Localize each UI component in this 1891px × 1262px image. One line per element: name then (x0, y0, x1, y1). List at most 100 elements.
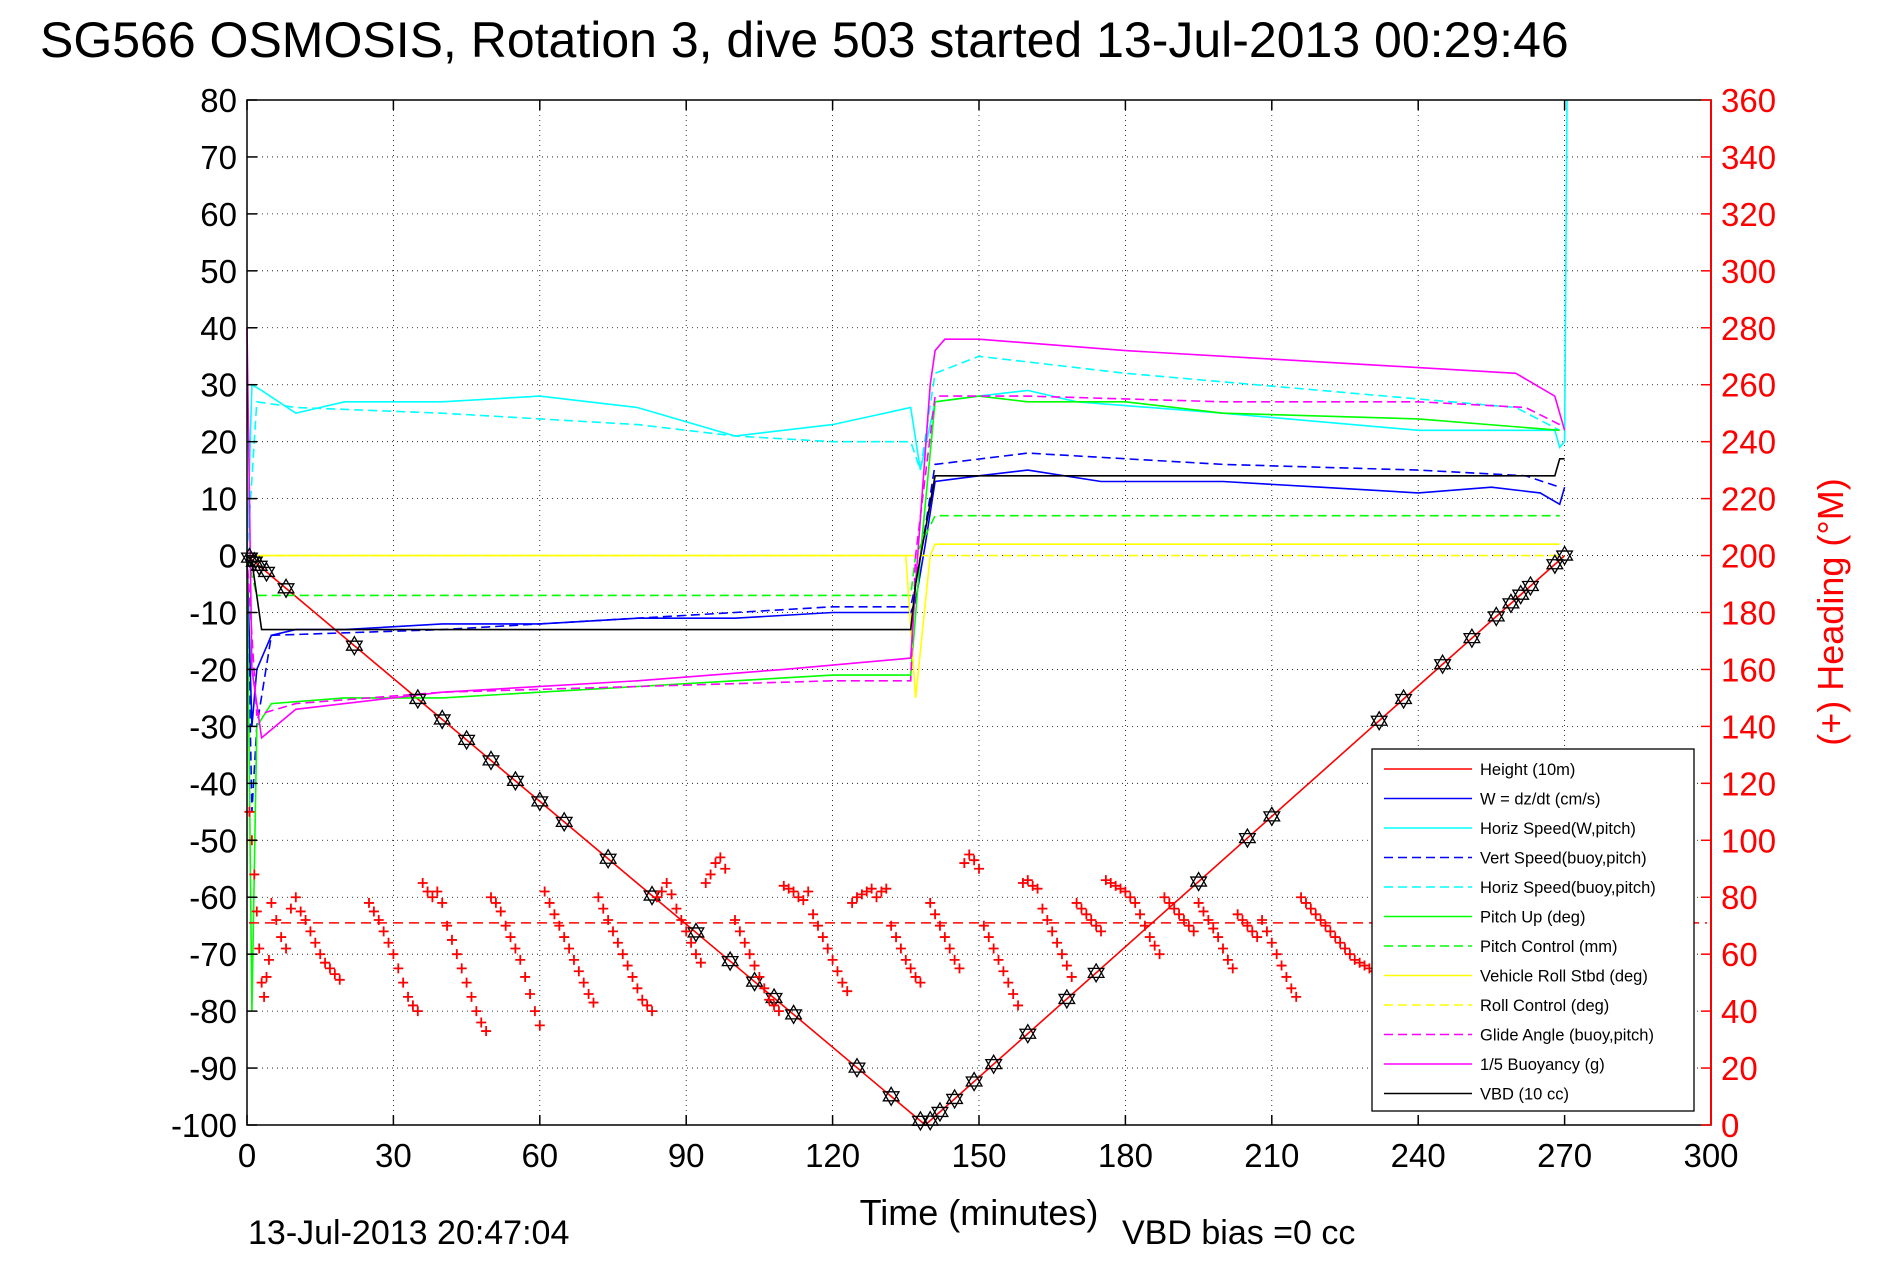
heading-point (837, 977, 848, 988)
series-line (246, 327, 1566, 740)
heading-point (739, 937, 750, 948)
heading-point (259, 991, 270, 1002)
heading-point (249, 869, 260, 880)
heading-point (998, 966, 1009, 977)
y-tick-label: 0 (219, 538, 237, 575)
heading-point (388, 949, 399, 960)
heading-point (598, 903, 609, 914)
heading-point (456, 963, 467, 974)
heading-point (656, 886, 667, 897)
heading-point (276, 932, 287, 943)
y-tick-label: -70 (189, 936, 237, 973)
heading-point (1193, 897, 1204, 908)
heading-point (1120, 886, 1131, 897)
legend-label: Horiz Speed(W,pitch) (1480, 820, 1636, 838)
heading-point (578, 977, 589, 988)
heading-point (812, 920, 823, 931)
heading-point (676, 915, 687, 925)
heading-point (573, 966, 584, 977)
heading-point (378, 926, 389, 937)
heading-point (510, 943, 521, 954)
y-tick-label: 20 (200, 424, 237, 461)
heading-point (1257, 915, 1268, 925)
height-marker (277, 578, 295, 599)
y-tick-label: -90 (189, 1050, 237, 1087)
heading-point (1076, 903, 1087, 914)
y2-tick-label: 340 (1721, 139, 1776, 176)
heading-point (808, 909, 819, 920)
heading-point (310, 937, 321, 948)
height-marker (1501, 593, 1520, 614)
heading-point (627, 971, 638, 982)
heading-point (1344, 949, 1355, 960)
footer-vbd-bias: VBD bias =0 cc (1122, 1214, 1355, 1252)
heading-point (476, 1017, 487, 1028)
y2-tick-label: 260 (1721, 367, 1776, 404)
heading-point (1091, 920, 1102, 931)
y2-tick-label: 200 (1721, 538, 1776, 575)
heading-point (1052, 937, 1063, 948)
x-tick-label: 210 (1244, 1137, 1299, 1174)
heading-point (1071, 897, 1082, 908)
y2-tick-label: 280 (1721, 310, 1776, 347)
heading-point (954, 963, 965, 974)
height-marker (1370, 710, 1389, 732)
heading-point (1188, 926, 1199, 937)
heading-point (281, 943, 292, 954)
y-tick-label: -40 (189, 765, 237, 802)
heading-point (817, 932, 828, 943)
heading-point (925, 897, 936, 908)
heading-point (642, 1000, 653, 1011)
heading-point (974, 863, 984, 874)
heading-point (1081, 909, 1092, 920)
y-tick-label: -50 (189, 822, 237, 859)
series-line (246, 99, 1568, 556)
y2-tick-label: 320 (1721, 196, 1776, 233)
height-marker (784, 1004, 803, 1025)
height-marker (1189, 871, 1208, 892)
heading-point (773, 1006, 784, 1017)
y-tick-label: 10 (200, 481, 237, 518)
heading-point (1037, 903, 1048, 914)
y-tick-label: -100 (171, 1107, 237, 1144)
heading-point (417, 877, 428, 888)
heading-point (1066, 971, 1077, 982)
heading-point (959, 858, 970, 869)
heading-point (832, 966, 843, 977)
heading-point (393, 963, 404, 974)
heading-point (290, 892, 301, 903)
heading-point (720, 863, 731, 874)
y-tick-label: 40 (200, 310, 237, 347)
heading-point (564, 943, 575, 954)
heading-point (588, 997, 599, 1008)
x-tick-label: 240 (1391, 1137, 1446, 1174)
heading-point (603, 915, 614, 925)
heading-point (651, 892, 662, 903)
y2-axis-label: (+) Heading (°M) (1810, 478, 1851, 745)
heading-point (403, 991, 414, 1002)
heading-point (593, 892, 604, 903)
heading-point (461, 977, 472, 988)
y-tick-label: -10 (189, 595, 237, 632)
heading-point (1252, 932, 1263, 943)
heading-point (681, 926, 692, 937)
heading-point (647, 1006, 658, 1017)
height-marker (482, 750, 500, 771)
heading-point (886, 920, 897, 931)
heading-point (559, 932, 570, 943)
y-tick-label: 60 (200, 196, 237, 233)
heading-point (442, 920, 453, 931)
heading-point (1174, 909, 1185, 920)
legend-label: Height (10m) (1480, 761, 1575, 779)
heading-point (515, 954, 526, 965)
heading-point (1047, 926, 1058, 937)
height-marker (965, 1071, 984, 1092)
heading-point (1164, 897, 1175, 908)
heading-point (1183, 920, 1194, 931)
heading-point (266, 897, 277, 908)
chart-title: SG566 OSMOSIS, Rotation 3, dive 503 star… (40, 12, 1569, 68)
x-tick-label: 150 (951, 1137, 1006, 1174)
x-tick-label: 0 (238, 1137, 256, 1174)
heading-point (486, 892, 496, 903)
x-tick-label: 60 (521, 1137, 558, 1174)
